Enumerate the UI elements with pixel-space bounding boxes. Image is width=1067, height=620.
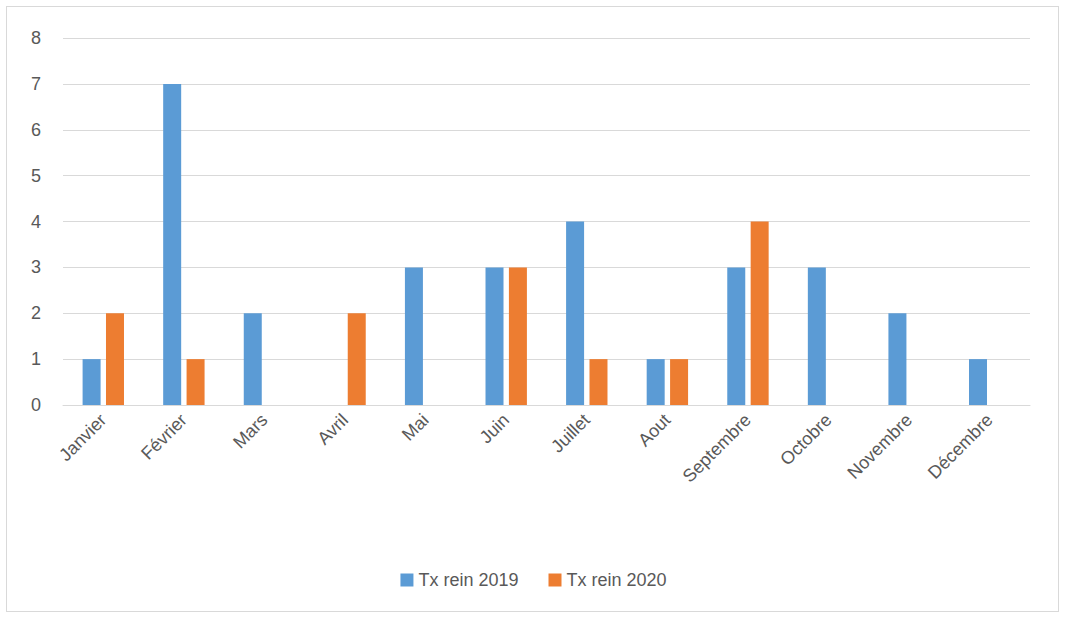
svg-text:Mai: Mai [398,410,433,445]
svg-text:Juillet: Juillet [547,410,594,457]
svg-text:Tx rein 2019: Tx rein 2019 [418,570,518,590]
svg-text:1: 1 [31,349,41,369]
svg-text:Avril: Avril [313,410,352,449]
svg-text:Mars: Mars [229,410,271,452]
svg-text:Décembre: Décembre [924,410,997,483]
svg-text:Aout: Aout [634,410,674,450]
svg-text:5: 5 [31,166,41,186]
svg-text:Juin: Juin [476,410,513,447]
svg-text:2: 2 [31,303,41,323]
svg-text:Janvier: Janvier [55,410,110,465]
svg-text:3: 3 [31,257,41,277]
svg-text:8: 8 [31,28,41,48]
svg-text:Novembre: Novembre [843,410,916,483]
svg-text:Septembre: Septembre [679,410,755,486]
svg-text:Février: Février [137,410,191,464]
svg-text:7: 7 [31,74,41,94]
svg-text:Tx rein 2020: Tx rein 2020 [567,570,667,590]
svg-text:0: 0 [31,395,41,415]
svg-text:6: 6 [31,120,41,140]
svg-text:Octobre: Octobre [776,410,835,469]
svg-text:4: 4 [31,212,41,232]
